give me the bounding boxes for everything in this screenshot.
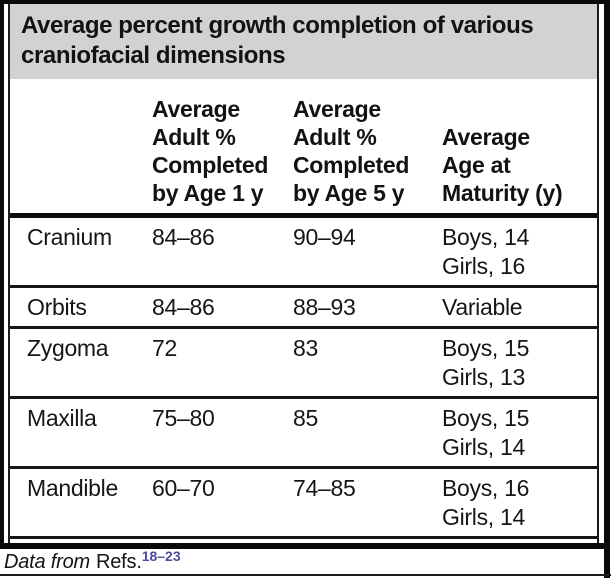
row-divider <box>10 285 597 288</box>
table-title: Average percent growth completion of var… <box>10 4 597 79</box>
row-age1-value: 84–86 <box>152 224 215 250</box>
row-age5-value: 88–93 <box>293 294 356 320</box>
table-inner-rule-right <box>597 4 599 543</box>
footnote: Data from Refs.18–23 <box>4 548 181 574</box>
row-age1-value: 75–80 <box>152 405 215 431</box>
header-completed-age5: Average Adult % Completed by Age 5 y <box>293 96 410 206</box>
header-completed-age1: Average Adult % Completed by Age 1 y <box>152 96 269 206</box>
row-dimension: Zygoma <box>27 335 109 361</box>
row-maturity-value: Boys, 14 Girls, 16 <box>442 224 530 279</box>
row-maturity-value: Boys, 15 Girls, 14 <box>442 405 530 460</box>
row-divider <box>10 536 597 539</box>
row-dimension: Maxilla <box>27 405 97 431</box>
row-maturity-value: Boys, 15 Girls, 13 <box>442 335 530 390</box>
table-row-cranium: Cranium 84–86 90–94 Boys, 14 Girls, 16 <box>10 218 597 285</box>
row-age5-value: 83 <box>293 335 318 361</box>
row-divider <box>10 396 597 399</box>
table-row-mandible: Mandible 60–70 74–85 Boys, 16 Girls, 14 <box>10 469 597 536</box>
row-dimension: Mandible <box>27 475 118 501</box>
row-age1-value: 84–86 <box>152 294 215 320</box>
table-row-orbits: Orbits 84–86 88–93 Variable <box>10 288 597 326</box>
table-border-top <box>0 0 610 4</box>
row-maturity-value: Boys, 16 Girls, 14 <box>442 475 530 530</box>
header-age-at-maturity: Average Age at Maturity (y) <box>442 124 563 206</box>
row-maturity-value: Variable <box>442 294 523 320</box>
row-dimension: Orbits <box>27 294 87 320</box>
row-age1-value: 60–70 <box>152 475 215 501</box>
page-bottom-rule <box>0 574 611 576</box>
footnote-data-from: Data from <box>4 551 91 573</box>
table-row-zygoma: Zygoma 72 83 Boys, 15 Girls, 13 <box>10 329 597 396</box>
table-border-bottom <box>0 543 610 549</box>
table-content: Average percent growth completion of var… <box>10 4 597 543</box>
table-border-right <box>604 0 610 578</box>
row-age5-value: 85 <box>293 405 318 431</box>
header-divider-rule <box>10 213 597 218</box>
table-header-row: Average Adult % Completed by Age 1 y Ave… <box>10 95 597 213</box>
footnote-reference-range[interactable]: 18–23 <box>141 548 181 564</box>
footnote-refs-label: Refs. <box>96 551 142 573</box>
row-divider <box>10 466 597 469</box>
table-border-left <box>0 0 4 549</box>
row-divider <box>10 326 597 329</box>
row-age5-value: 74–85 <box>293 475 356 501</box>
row-dimension: Cranium <box>27 224 112 250</box>
table-row-maxilla: Maxilla 75–80 85 Boys, 15 Girls, 14 <box>10 399 597 466</box>
row-age1-value: 72 <box>152 335 177 361</box>
row-age5-value: 90–94 <box>293 224 356 250</box>
table-inner-rule-left <box>8 4 10 543</box>
